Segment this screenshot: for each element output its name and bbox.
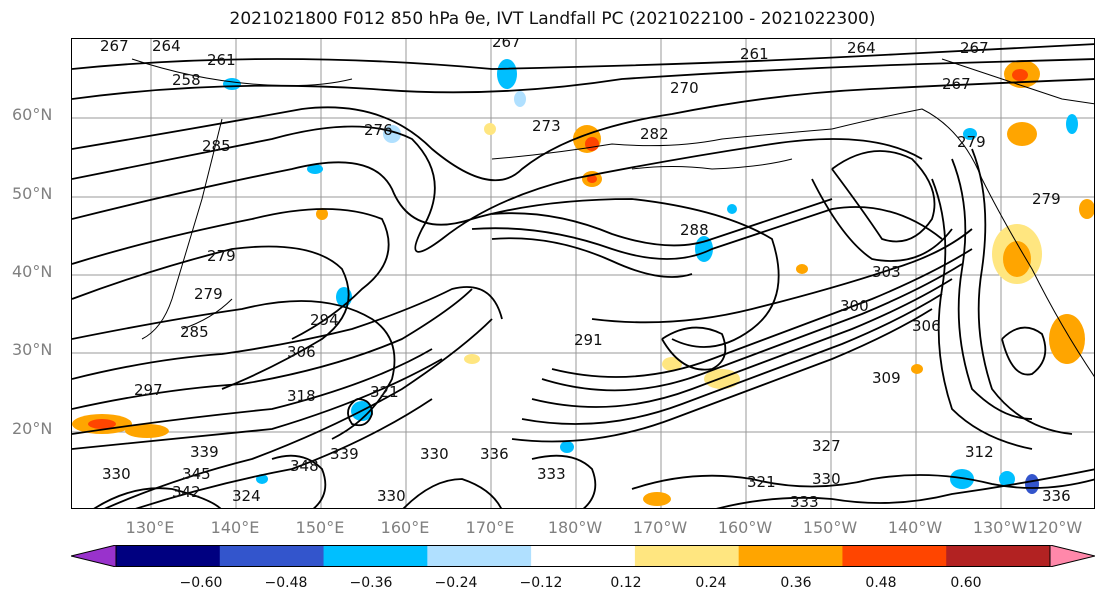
contour-label: 279 [1032, 190, 1061, 208]
theta-e-contours [72, 43, 1094, 508]
contour-label: 321 [370, 383, 399, 401]
contour-label: 267 [492, 39, 521, 51]
contour-label: 291 [574, 331, 603, 349]
contour-label: 312 [965, 443, 994, 461]
colorbar-segment [738, 545, 843, 567]
contour-label: 306 [287, 343, 316, 361]
contour-label: 309 [872, 369, 901, 387]
contour-label: 279 [194, 285, 223, 303]
contour-label: 321 [747, 473, 776, 491]
lon-label: 170°E [465, 518, 515, 537]
contour-label: 282 [640, 125, 669, 143]
contour-labels: 267 264 261 267 261 264 267 258 270 267 … [100, 39, 1071, 509]
contour-label: 330 [102, 465, 131, 483]
contour-label: 333 [790, 493, 819, 509]
coastlines [131, 58, 1094, 377]
contour-label: 279 [957, 133, 986, 151]
contour-label: 306 [912, 317, 941, 335]
contour-label: 261 [207, 51, 236, 69]
colorbar-segment [842, 545, 947, 567]
colorbar-segment [1049, 544, 1096, 568]
contour-label: 276 [364, 121, 393, 139]
lat-label: 20°N [12, 419, 53, 438]
lon-label: 120°W [1027, 518, 1083, 537]
colorbar [70, 544, 1096, 571]
lat-label: 40°N [12, 262, 53, 281]
colorbar-segment [427, 545, 532, 567]
lon-label: 160°W [717, 518, 773, 537]
colorbar-tick: 0.24 [695, 575, 727, 591]
contour-label: 258 [172, 71, 201, 89]
colorbar-tick: −0.60 [179, 575, 223, 591]
contour-label: 336 [1042, 487, 1071, 505]
contour-label: 318 [287, 387, 316, 405]
colorbar-svg [70, 544, 1096, 568]
contour-label: 336 [480, 445, 509, 463]
lon-label: 170°W [632, 518, 688, 537]
colorbar-tick: −0.12 [519, 575, 563, 591]
contour-label: 330 [377, 487, 406, 505]
graticule [72, 39, 1094, 508]
lat-label: 60°N [12, 105, 53, 124]
contour-label: 324 [232, 487, 261, 505]
ivt-shading [72, 59, 1094, 506]
contour-label: 327 [812, 437, 841, 455]
contour-label: 297 [134, 381, 163, 399]
lon-label: 130°W [972, 518, 1028, 537]
colorbar-segment [946, 545, 1051, 567]
contour-label: 267 [960, 39, 989, 57]
contour-label: 339 [190, 443, 219, 461]
colorbar-segment [70, 544, 117, 568]
lon-label: 130°E [125, 518, 175, 537]
contour-label: 330 [812, 470, 841, 488]
map-svg: 267 264 261 267 261 264 267 258 270 267 … [72, 39, 1094, 509]
contour-label: 267 [942, 75, 971, 93]
contour-label: 267 [100, 39, 129, 55]
contour-label: 300 [840, 297, 869, 315]
contour-label: 288 [680, 221, 709, 239]
map-title: 2021021800 F012 850 hPa θe, IVT Landfall… [229, 9, 876, 29]
contour-label: 333 [537, 465, 566, 483]
contour-label: 270 [670, 79, 699, 97]
contour-label: 348 [290, 457, 319, 475]
contour-label: 279 [207, 247, 236, 265]
lon-label: 160°E [380, 518, 430, 537]
contour-label: 345 [182, 465, 211, 483]
lon-label: 150°W [802, 518, 858, 537]
colorbar-tick: 0.36 [780, 575, 812, 591]
contour-label: 330 [420, 445, 449, 463]
lon-label: 150°E [295, 518, 345, 537]
colorbar-tick: 0.60 [950, 575, 982, 591]
contour-label: 273 [532, 117, 561, 135]
colorbar-segment [323, 545, 428, 567]
colorbar-tick: 0.12 [610, 575, 642, 591]
colorbar-tick: −0.48 [264, 575, 308, 591]
contour-label: 264 [847, 39, 876, 57]
colorbar-tick: −0.24 [434, 575, 478, 591]
contour-label: 294 [310, 311, 339, 329]
colorbar-segment [116, 545, 221, 567]
colorbar-tick: −0.36 [349, 575, 393, 591]
contour-label: 285 [202, 137, 231, 155]
colorbar-segment [219, 545, 325, 567]
lon-label: 140°E [210, 518, 260, 537]
lon-label: 180°W [547, 518, 603, 537]
lon-label: 140°W [887, 518, 943, 537]
contour-label: 264 [152, 39, 181, 55]
lat-label: 50°N [12, 184, 53, 203]
contour-label: 342 [172, 483, 201, 501]
contour-label: 303 [872, 263, 901, 281]
contour-label: 261 [740, 45, 769, 63]
colorbar-segment [531, 545, 636, 567]
colorbar-outline [115, 545, 1051, 567]
lat-label: 30°N [12, 340, 53, 359]
colorbar-segment [634, 545, 740, 567]
contour-label: 285 [180, 323, 209, 341]
contour-label: 339 [330, 445, 359, 463]
map-panel: 267 264 261 267 261 264 267 258 270 267 … [71, 38, 1095, 509]
colorbar-tick: 0.48 [865, 575, 897, 591]
